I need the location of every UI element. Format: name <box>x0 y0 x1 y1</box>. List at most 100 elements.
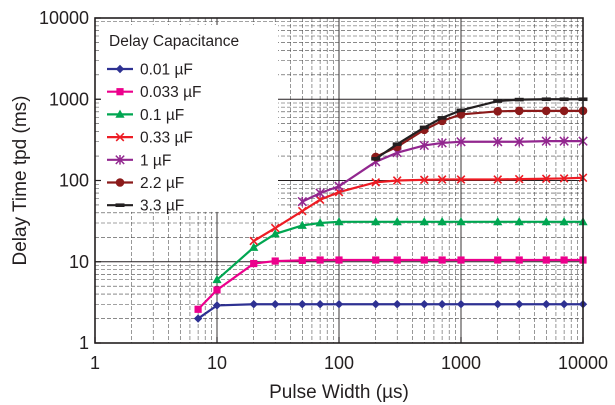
legend-swatch-marker <box>115 132 125 142</box>
legend-swatch-marker <box>115 64 125 74</box>
data-point <box>493 107 503 116</box>
data-point <box>456 175 466 184</box>
data-point <box>559 97 569 102</box>
series-0 <box>193 300 588 323</box>
series-6 <box>371 97 588 161</box>
series-line <box>301 140 583 203</box>
data-point <box>437 138 447 148</box>
data-point <box>392 176 402 185</box>
x-tick-label: 100 <box>324 353 354 373</box>
legend-swatch-marker <box>115 155 125 165</box>
data-point <box>420 300 429 309</box>
data-point <box>515 256 523 264</box>
data-point <box>514 174 524 184</box>
data-point <box>334 181 344 192</box>
data-point <box>297 206 307 216</box>
data-point <box>298 256 306 264</box>
data-point <box>559 136 569 146</box>
data-point <box>514 106 524 116</box>
data-point <box>514 136 524 147</box>
series-3 <box>249 173 588 246</box>
data-point <box>560 256 568 264</box>
data-point <box>371 156 381 161</box>
data-point <box>335 256 343 264</box>
data-point <box>437 116 447 120</box>
data-point <box>194 305 202 313</box>
legend-title: Delay Capacitance <box>109 33 239 50</box>
data-point <box>419 140 430 151</box>
data-point <box>456 300 466 309</box>
y-tick-label: 1 <box>79 333 89 353</box>
data-point <box>541 217 551 226</box>
data-point <box>249 300 258 309</box>
legend-label: 0.01 µF <box>140 62 193 79</box>
x-tick-label: 10000 <box>558 353 608 373</box>
data-point <box>542 300 551 309</box>
data-point <box>420 256 428 264</box>
series-4 <box>297 136 588 207</box>
data-point <box>493 217 503 226</box>
data-point <box>456 217 466 226</box>
data-point <box>334 300 344 309</box>
data-point <box>457 256 465 264</box>
data-point <box>456 108 466 113</box>
x-tick-label: 10 <box>207 353 227 373</box>
data-point <box>316 256 324 264</box>
data-point <box>315 195 325 205</box>
data-point <box>271 300 280 309</box>
legend-item: 3.3 µF <box>107 198 184 215</box>
series-line <box>197 258 583 311</box>
data-point <box>212 274 222 284</box>
legend-box <box>100 25 278 212</box>
legend-swatch-marker <box>115 109 125 118</box>
data-point <box>371 300 380 309</box>
data-point <box>541 97 551 102</box>
legend-label: 2.2 µF <box>140 175 184 192</box>
data-point <box>371 217 381 226</box>
legend-item: 1 µF <box>107 152 171 169</box>
data-point <box>392 217 402 226</box>
data-point <box>249 242 259 251</box>
legend-label: 3.3 µF <box>140 198 184 215</box>
data-point <box>514 97 524 102</box>
legend-label: 1 µF <box>140 152 171 169</box>
legend: Delay Capacitance 0.01 µF 0.033 µF 0.1 µF 0.… <box>100 25 278 215</box>
legend-swatch-marker <box>115 203 125 207</box>
legend-item: 0.033 µF <box>107 84 202 101</box>
data-point <box>541 174 551 184</box>
data-point <box>392 142 402 146</box>
data-point <box>250 259 258 268</box>
data-point <box>419 175 429 185</box>
legend-item: 0.1 µF <box>107 107 184 124</box>
data-point <box>493 175 503 184</box>
data-point <box>542 256 550 264</box>
data-point <box>493 300 502 309</box>
data-point <box>515 300 524 309</box>
data-point <box>437 217 447 226</box>
y-tick-label: 10000 <box>39 8 89 28</box>
data-point <box>298 300 307 309</box>
data-point <box>419 125 429 130</box>
data-point <box>372 256 380 264</box>
x-tick-label: 1000 <box>441 353 481 373</box>
legend-swatch-marker <box>115 178 125 187</box>
data-point <box>419 217 429 226</box>
data-point <box>438 256 446 264</box>
series-line <box>375 98 583 160</box>
data-point <box>297 196 308 207</box>
series-2 <box>212 217 588 284</box>
data-point <box>492 136 503 147</box>
x-tick-label: 1 <box>90 353 100 373</box>
y-tick-label: 10 <box>69 252 89 272</box>
data-point <box>315 218 325 227</box>
legend-item: 0.01 µF <box>107 62 193 79</box>
data-point <box>270 229 280 238</box>
y-tick-label: 100 <box>59 171 89 191</box>
legend-label: 0.33 µF <box>140 130 193 147</box>
series-5 <box>371 106 588 162</box>
x-axis-title: Pulse Width (µs) <box>269 382 409 403</box>
data-point <box>193 314 203 323</box>
series-line <box>375 109 583 158</box>
